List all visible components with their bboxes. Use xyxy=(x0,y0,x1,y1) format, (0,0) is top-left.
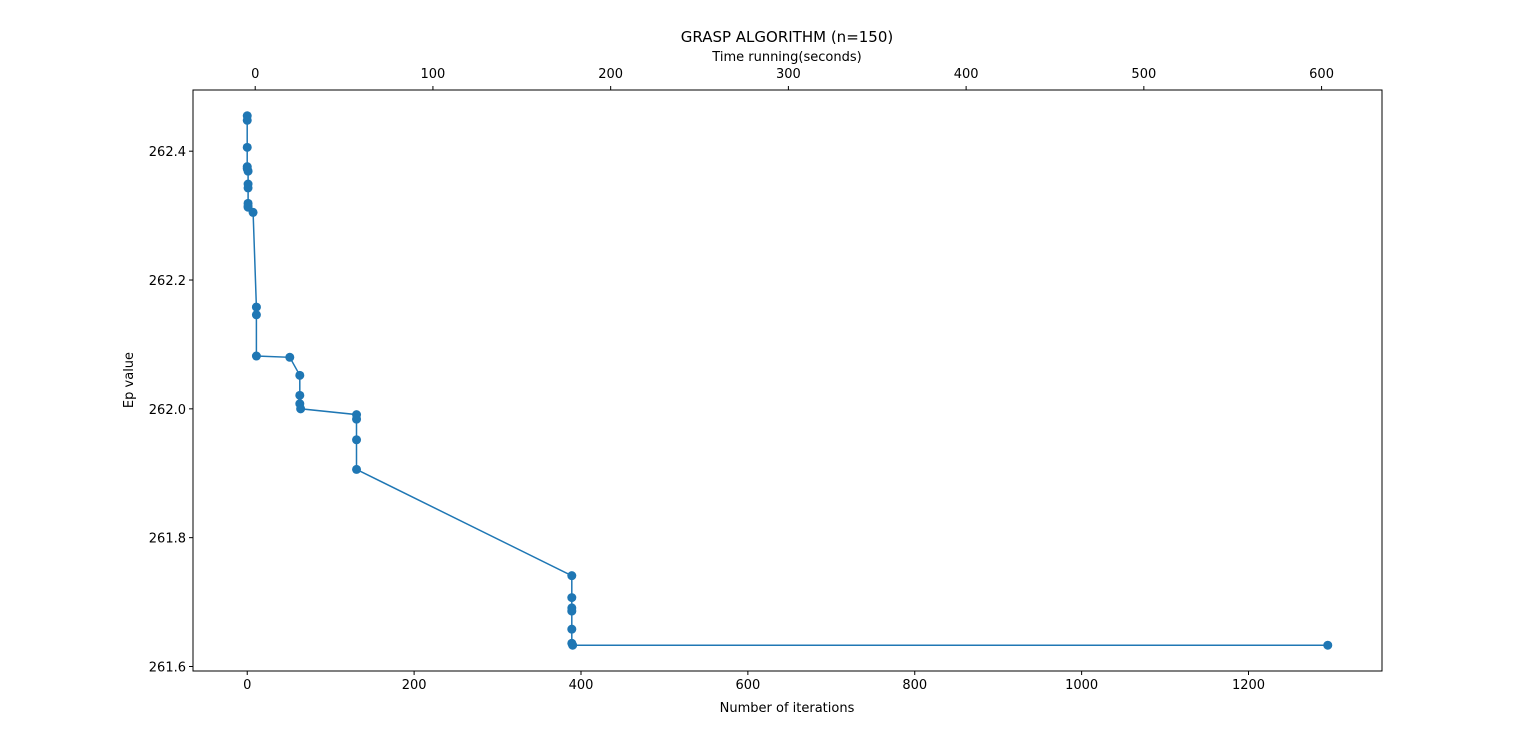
y-axis-label: Ep value xyxy=(122,352,137,408)
data-point xyxy=(568,640,578,650)
data-point xyxy=(1323,640,1333,650)
data-point xyxy=(242,115,252,125)
data-point xyxy=(243,166,253,176)
x2-axis-label: Time running(seconds) xyxy=(711,50,861,65)
x-axis-label: Number of iterations xyxy=(720,701,855,716)
data-point xyxy=(295,370,305,380)
data-point xyxy=(285,352,295,362)
data-point xyxy=(243,183,253,193)
x2-tick-label: 300 xyxy=(776,67,801,82)
y-tick-label: 261.6 xyxy=(149,660,186,675)
data-point xyxy=(295,390,305,400)
data-point xyxy=(567,571,577,581)
data-point xyxy=(567,624,577,634)
x2-tick-label: 100 xyxy=(421,67,446,82)
data-point xyxy=(251,310,261,320)
x2-tick-label: 0 xyxy=(251,67,259,82)
y-tick-label: 262.4 xyxy=(149,145,186,160)
data-point xyxy=(567,593,577,603)
y-tick-label: 262.0 xyxy=(149,403,186,418)
x2-tick-label: 400 xyxy=(954,67,979,82)
data-point xyxy=(352,435,362,445)
x2-tick-label: 600 xyxy=(1309,67,1334,82)
data-point xyxy=(567,606,577,616)
x-tick-label: 1200 xyxy=(1232,678,1265,693)
data-point xyxy=(352,414,362,424)
data-point xyxy=(352,464,362,474)
x-tick-label: 200 xyxy=(402,678,427,693)
plot-frame xyxy=(192,89,1383,672)
data-point xyxy=(248,207,258,217)
x2-tick-label: 200 xyxy=(598,67,623,82)
x-tick-label: 1000 xyxy=(1065,678,1098,693)
series-line xyxy=(246,115,1328,646)
data-point xyxy=(251,302,261,312)
chart-title: GRASP ALGORITHM (n=150) xyxy=(681,28,894,46)
x-tick-label: 600 xyxy=(735,678,760,693)
data-point xyxy=(242,142,252,152)
data-point xyxy=(243,201,253,211)
y-tick-label: 262.2 xyxy=(149,274,186,289)
x2-tick-label: 500 xyxy=(1131,67,1156,82)
x-tick-label: 800 xyxy=(902,678,927,693)
data-point xyxy=(296,404,306,414)
data-point xyxy=(251,351,261,361)
x-tick-label: 0 xyxy=(243,678,251,693)
y-tick-label: 261.8 xyxy=(149,532,186,547)
x-tick-label: 400 xyxy=(569,678,594,693)
